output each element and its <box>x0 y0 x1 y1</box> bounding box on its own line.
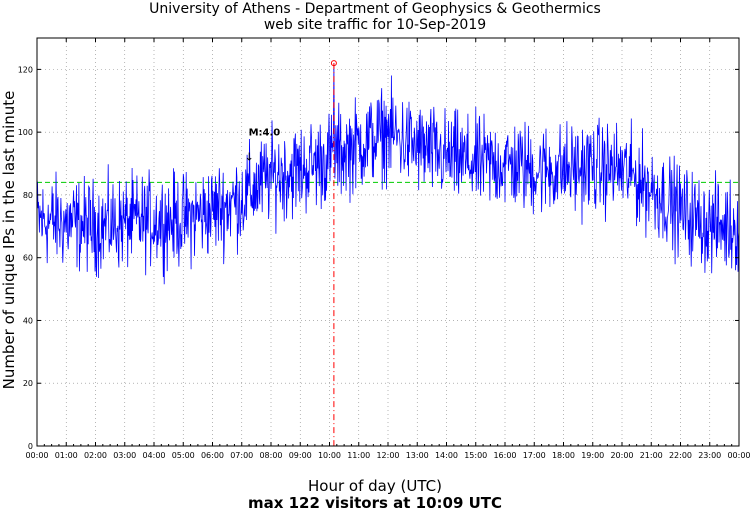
x-tick-label: 03:00 <box>113 451 136 460</box>
y-tick-label: 60 <box>23 254 33 263</box>
x-tick-label: 05:00 <box>172 451 195 460</box>
x-tick-label: 08:00 <box>259 451 282 460</box>
x-tick-label: 00:00 <box>25 451 48 460</box>
x-tick-label: 21:00 <box>640 451 663 460</box>
grid-lines <box>37 38 739 446</box>
x-tick-label: 23:00 <box>698 451 721 460</box>
event-label: M:4.0 <box>249 127 281 138</box>
chart-title: University of Athens - Department of Geo… <box>149 1 601 17</box>
y-tick-label: 20 <box>23 379 33 388</box>
x-tick-label: 22:00 <box>669 451 692 460</box>
x-tick-label: 12:00 <box>376 451 399 460</box>
y-tick-label: 80 <box>23 191 33 200</box>
x-tick-label: 17:00 <box>523 451 546 460</box>
x-tick-label: 00:00 <box>727 451 750 460</box>
x-tick-label: 19:00 <box>581 451 604 460</box>
x-tick-label: 18:00 <box>552 451 575 460</box>
x-tick-label: 20:00 <box>610 451 633 460</box>
y-axis-ticks: 0 20 40 60 80 100 120 <box>18 65 739 451</box>
x-axis-label: Hour of day (UTC) <box>308 477 442 495</box>
x-tick-label: 13:00 <box>406 451 429 460</box>
x-tick-label: 11:00 <box>347 451 370 460</box>
y-tick-label: 0 <box>28 442 33 451</box>
max-marker <box>330 60 337 446</box>
x-tick-label: 15:00 <box>464 451 487 460</box>
y-axis-label: Number of unique IPs in the last minute <box>0 90 18 390</box>
event-marker: M:4.0 ↓ <box>245 127 281 163</box>
y-tick-label: 40 <box>23 316 33 325</box>
x-tick-label: 10:00 <box>318 451 341 460</box>
x-tick-label: 06:00 <box>201 451 224 460</box>
max-point <box>330 60 337 67</box>
x-tick-label: 14:00 <box>435 451 458 460</box>
x-tick-label: 01:00 <box>55 451 78 460</box>
y-tick-label: 120 <box>18 65 33 74</box>
x-tick-label: 04:00 <box>142 451 165 460</box>
x-tick-label: 07:00 <box>230 451 253 460</box>
event-arrow: ↓ <box>245 150 254 163</box>
x-tick-label: 16:00 <box>493 451 516 460</box>
y-tick-label: 100 <box>18 128 33 137</box>
chart-subtitle: web site traffic for 10-Sep-2019 <box>263 17 487 33</box>
max-visitors-note: max 122 visitors at 10:09 UTC <box>247 494 503 512</box>
x-tick-label: 09:00 <box>289 451 312 460</box>
x-tick-label: 02:00 <box>84 451 107 460</box>
x-axis-ticks: 00:00 01:00 02:00 03:00 04:00 05:00 06:00 07:00… <box>25 38 750 460</box>
traffic-series-line <box>36 63 740 285</box>
